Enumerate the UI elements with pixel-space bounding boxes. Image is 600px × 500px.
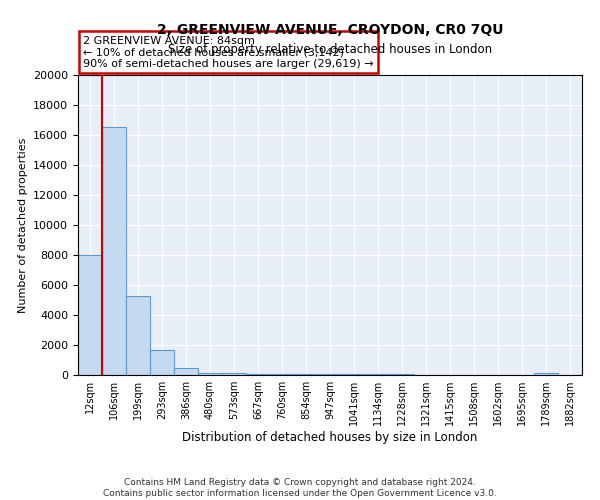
Bar xyxy=(102,128,126,375)
Bar xyxy=(342,374,366,375)
Bar xyxy=(318,374,342,375)
Bar xyxy=(246,374,270,375)
Bar xyxy=(150,350,174,375)
Text: Size of property relative to detached houses in London: Size of property relative to detached ho… xyxy=(168,42,492,56)
Text: Contains HM Land Registry data © Crown copyright and database right 2024.
Contai: Contains HM Land Registry data © Crown c… xyxy=(103,478,497,498)
Text: 2, GREENVIEW AVENUE, CROYDON, CR0 7QU: 2, GREENVIEW AVENUE, CROYDON, CR0 7QU xyxy=(157,22,503,36)
Bar xyxy=(366,374,390,375)
Bar xyxy=(174,368,198,375)
Bar xyxy=(198,373,222,375)
Bar xyxy=(270,374,294,375)
Bar xyxy=(390,374,414,375)
X-axis label: Distribution of detached houses by size in London: Distribution of detached houses by size … xyxy=(182,431,478,444)
Y-axis label: Number of detached properties: Number of detached properties xyxy=(17,138,28,312)
Bar xyxy=(294,374,318,375)
Bar xyxy=(222,373,246,375)
Bar xyxy=(78,255,102,375)
Bar xyxy=(534,373,558,375)
Text: 2 GREENVIEW AVENUE: 84sqm
← 10% of detached houses are smaller (3,142)
90% of se: 2 GREENVIEW AVENUE: 84sqm ← 10% of detac… xyxy=(83,36,374,69)
Bar xyxy=(126,296,150,375)
